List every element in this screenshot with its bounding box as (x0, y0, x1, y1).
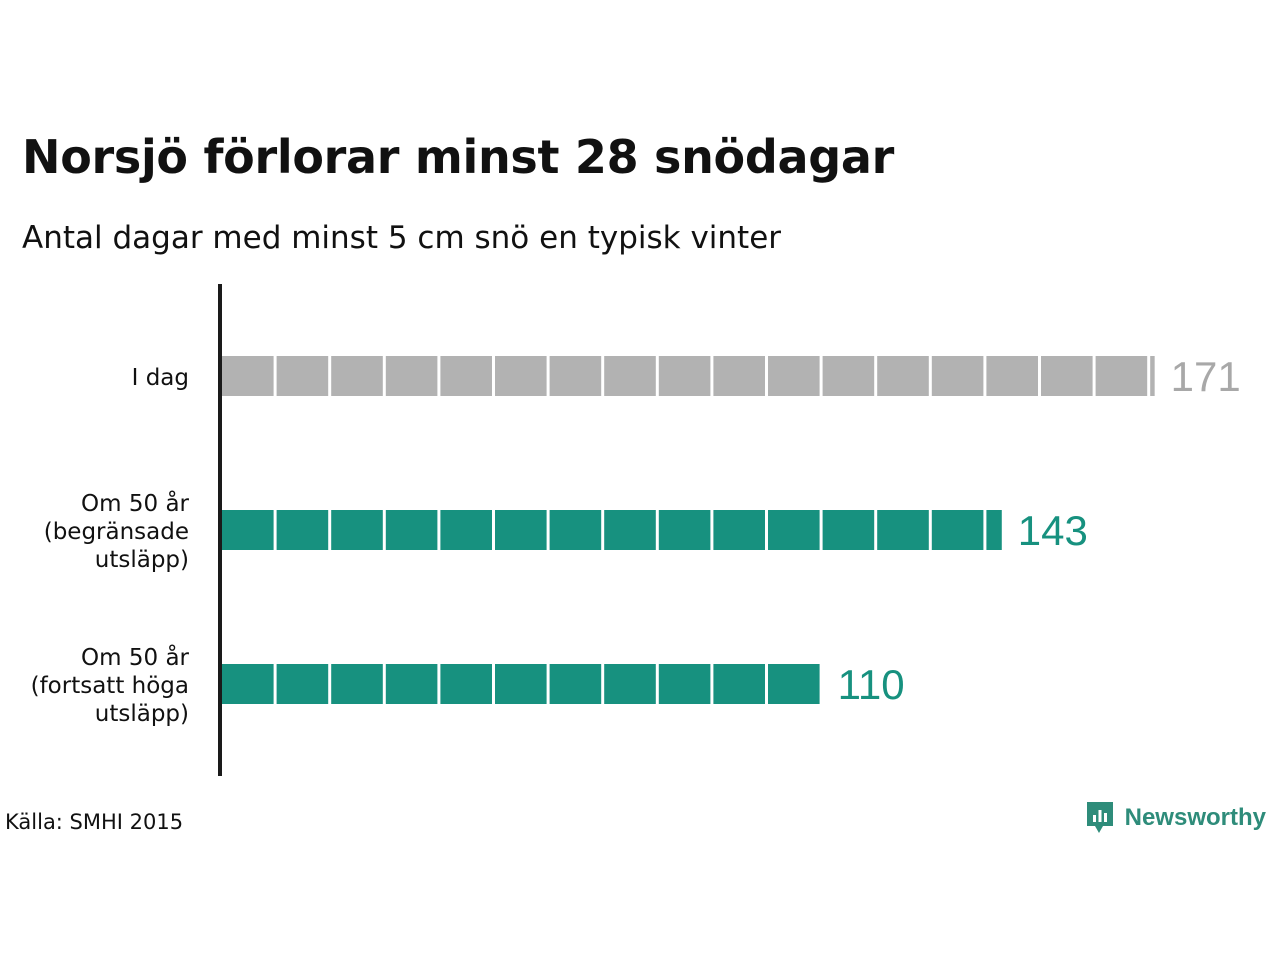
bar-segment (549, 664, 602, 704)
bar-segment (1150, 356, 1155, 396)
bar-segment (768, 664, 820, 704)
bar-segment (931, 510, 984, 550)
category-label: Om 50 år (fortsatt höga utsläpp) (30, 645, 189, 727)
bar-segment (549, 356, 602, 396)
chart-subtitle: Antal dagar med minst 5 cm snö en typisk… (22, 220, 782, 256)
bar-segment (658, 664, 711, 704)
bar-segment (549, 510, 602, 550)
bar-segment (658, 356, 711, 396)
bar-segment (222, 356, 274, 396)
bar-segment (604, 664, 656, 704)
bar-segment (440, 356, 492, 396)
bar-segment (1041, 356, 1093, 396)
chart-title: Norsjö förlorar minst 28 snödagar (22, 130, 894, 184)
bar-segment (877, 510, 929, 550)
bar-segment (495, 510, 547, 550)
bar-segment (276, 664, 329, 704)
bar-segment (495, 356, 547, 396)
bar-segment (440, 510, 492, 550)
newsworthy-logo-icon (1086, 802, 1113, 833)
category-label: I dag (131, 365, 189, 391)
source-note: Källa: SMHI 2015 (5, 810, 184, 834)
bar-segment (385, 356, 438, 396)
bar-segment (385, 664, 438, 704)
bar-segment (713, 664, 765, 704)
bar-segment (713, 510, 765, 550)
bar-segment (604, 510, 656, 550)
bar-value-label: 171 (1171, 353, 1241, 400)
bar-segment (986, 356, 1038, 396)
bar-segment (385, 510, 438, 550)
bar-segment (822, 356, 875, 396)
bar-segment (768, 510, 820, 550)
bar-segment (440, 664, 492, 704)
bar-segment (604, 356, 656, 396)
bar-segment (331, 356, 383, 396)
bar-value-label: 110 (838, 661, 905, 708)
bar-segment (276, 356, 329, 396)
bar-segment (877, 356, 929, 396)
bar-segment (331, 664, 383, 704)
category-label: Om 50 år (begränsade utsläpp) (43, 491, 189, 573)
brand-logo[interactable]: Newsworthy (1085, 800, 1266, 836)
bar-segment (768, 356, 820, 396)
bar-segment (222, 510, 274, 550)
bars-group: 171 143 110 (222, 353, 1241, 708)
bar-value-label: 143 (1018, 507, 1088, 554)
bar-segment (276, 510, 329, 550)
bar-segment (713, 356, 765, 396)
bar-segment (931, 356, 984, 396)
bar-segment (1095, 356, 1148, 396)
brand-name: Newsworthy (1124, 804, 1266, 831)
bar-segment (822, 510, 875, 550)
bar-segment (331, 510, 383, 550)
bar-segment (658, 510, 711, 550)
bar-segment (495, 664, 547, 704)
bar-segment (222, 664, 274, 704)
bar-segment (986, 510, 1002, 550)
